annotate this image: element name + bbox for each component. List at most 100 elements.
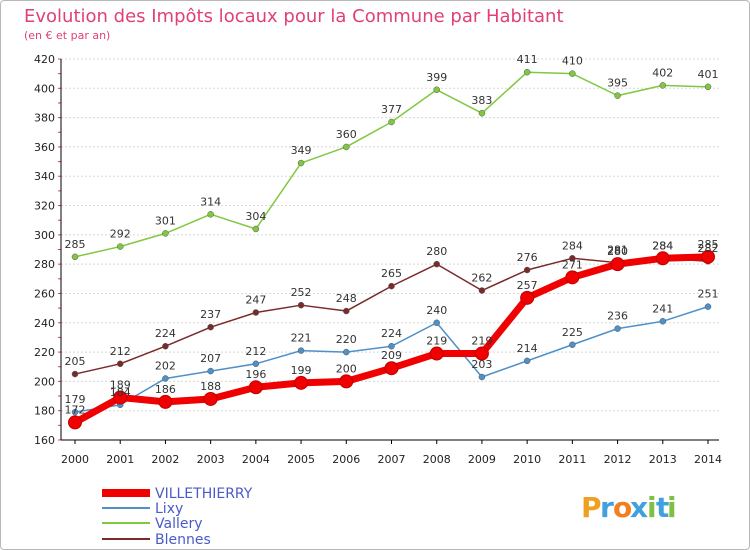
data-point-blennes	[207, 323, 214, 331]
data-point-lixy	[297, 347, 305, 354]
data-point-vallery	[71, 253, 79, 261]
data-label-villethierry: 199	[291, 364, 312, 377]
data-point-vallery	[297, 159, 305, 167]
legend-label-blennes: Blennes	[155, 532, 211, 548]
data-label-lixy: 214	[517, 342, 538, 355]
x-tick-label: 2007	[378, 453, 406, 466]
y-tick-label: 320	[34, 200, 55, 213]
legend-label-villethierry: VILLETHIERRY	[155, 486, 253, 502]
x-tick-label: 2000	[61, 453, 89, 466]
y-tick-label: 300	[34, 229, 55, 242]
data-label-blennes: 212	[110, 345, 131, 358]
x-tick-label: 2008	[423, 453, 451, 466]
logo-letter: x	[630, 491, 648, 524]
data-label-villethierry: 271	[562, 258, 583, 271]
data-label-blennes: 252	[291, 286, 312, 299]
data-point-lixy	[614, 325, 621, 332]
data-point-vallery	[478, 109, 486, 117]
y-tick-label: 380	[34, 112, 55, 125]
data-point-villethierry	[474, 346, 489, 361]
data-point-blennes	[116, 360, 124, 368]
data-label-lixy: 207	[200, 352, 221, 365]
x-tick-label: 2011	[558, 453, 586, 466]
data-label-lixy: 203	[471, 358, 492, 371]
data-label-villethierry: 186	[155, 383, 176, 396]
x-tick-label: 2004	[242, 453, 270, 466]
data-label-blennes: 265	[381, 267, 402, 280]
y-tick-label: 160	[34, 434, 55, 447]
data-label-vallery: 383	[471, 94, 492, 107]
logo-letter: i	[667, 491, 677, 524]
x-tick-label: 2006	[332, 453, 360, 466]
data-point-villethierry	[248, 380, 263, 395]
data-label-blennes: 262	[471, 272, 492, 285]
data-point-blennes	[162, 342, 169, 350]
data-point-villethierry	[520, 290, 535, 305]
data-label-vallery: 301	[155, 214, 176, 227]
data-point-villethierry	[158, 394, 173, 409]
data-point-lixy	[704, 303, 712, 310]
legend-label-vallery: Vallery	[155, 516, 203, 532]
y-tick-label: 220	[34, 346, 55, 359]
data-label-vallery: 401	[698, 68, 719, 81]
y-tick-label: 180	[34, 405, 55, 418]
y-tick-label: 420	[34, 53, 55, 66]
data-point-villethierry	[68, 415, 82, 430]
data-label-lixy: 241	[652, 302, 673, 315]
data-label-villethierry: 285	[698, 238, 719, 251]
data-point-lixy	[252, 360, 260, 368]
data-label-blennes: 224	[155, 327, 176, 340]
data-label-blennes: 248	[336, 292, 357, 305]
data-label-blennes: 276	[517, 251, 538, 264]
data-label-lixy: 251	[698, 288, 719, 301]
legend-label-lixy: Lixy	[155, 501, 183, 517]
x-tick-label: 2005	[287, 453, 315, 466]
data-point-villethierry	[384, 361, 399, 376]
data-label-villethierry: 219	[471, 335, 492, 348]
logo-letter: r	[600, 491, 614, 524]
data-point-vallery	[614, 92, 621, 99]
data-label-villethierry: 200	[336, 362, 357, 375]
data-label-vallery: 399	[426, 71, 447, 84]
data-label-vallery: 402	[652, 66, 673, 79]
data-label-vallery: 292	[110, 228, 131, 241]
data-point-villethierry	[294, 375, 309, 390]
data-label-lixy: 220	[336, 333, 357, 346]
data-label-lixy: 236	[607, 310, 628, 323]
data-label-villethierry: 284	[652, 239, 673, 252]
data-point-lixy	[523, 357, 531, 365]
data-point-vallery	[569, 70, 576, 77]
data-label-villethierry: 189	[110, 379, 131, 392]
x-tick-label: 2012	[604, 453, 632, 466]
data-label-villethierry: 280	[607, 245, 628, 258]
data-label-villethierry: 219	[426, 335, 447, 348]
data-point-blennes	[71, 370, 79, 378]
logo-letter: t	[656, 491, 669, 524]
data-label-vallery: 411	[517, 53, 538, 66]
data-point-vallery	[207, 211, 214, 218]
data-point-vallery	[343, 143, 350, 151]
data-point-blennes	[433, 260, 440, 268]
data-label-vallery: 304	[245, 210, 266, 223]
data-label-blennes: 284	[562, 239, 583, 252]
data-point-vallery	[162, 230, 169, 237]
y-tick-label: 200	[34, 375, 55, 388]
data-label-blennes: 247	[245, 294, 266, 307]
y-tick-label: 400	[34, 82, 55, 95]
data-point-vallery	[388, 118, 395, 126]
data-point-lixy	[207, 367, 214, 375]
data-point-villethierry	[339, 374, 354, 389]
x-tick-label: 2014	[694, 453, 722, 466]
x-tick-label: 2013	[649, 453, 677, 466]
data-point-villethierry	[655, 251, 670, 266]
data-label-villethierry: 196	[245, 368, 266, 381]
data-label-villethierry: 209	[381, 349, 402, 362]
data-label-blennes: 205	[65, 355, 86, 368]
x-tick-label: 2001	[106, 453, 134, 466]
data-label-lixy: 179	[65, 393, 86, 406]
data-point-blennes	[478, 287, 486, 294]
data-label-lixy: 221	[291, 332, 312, 345]
